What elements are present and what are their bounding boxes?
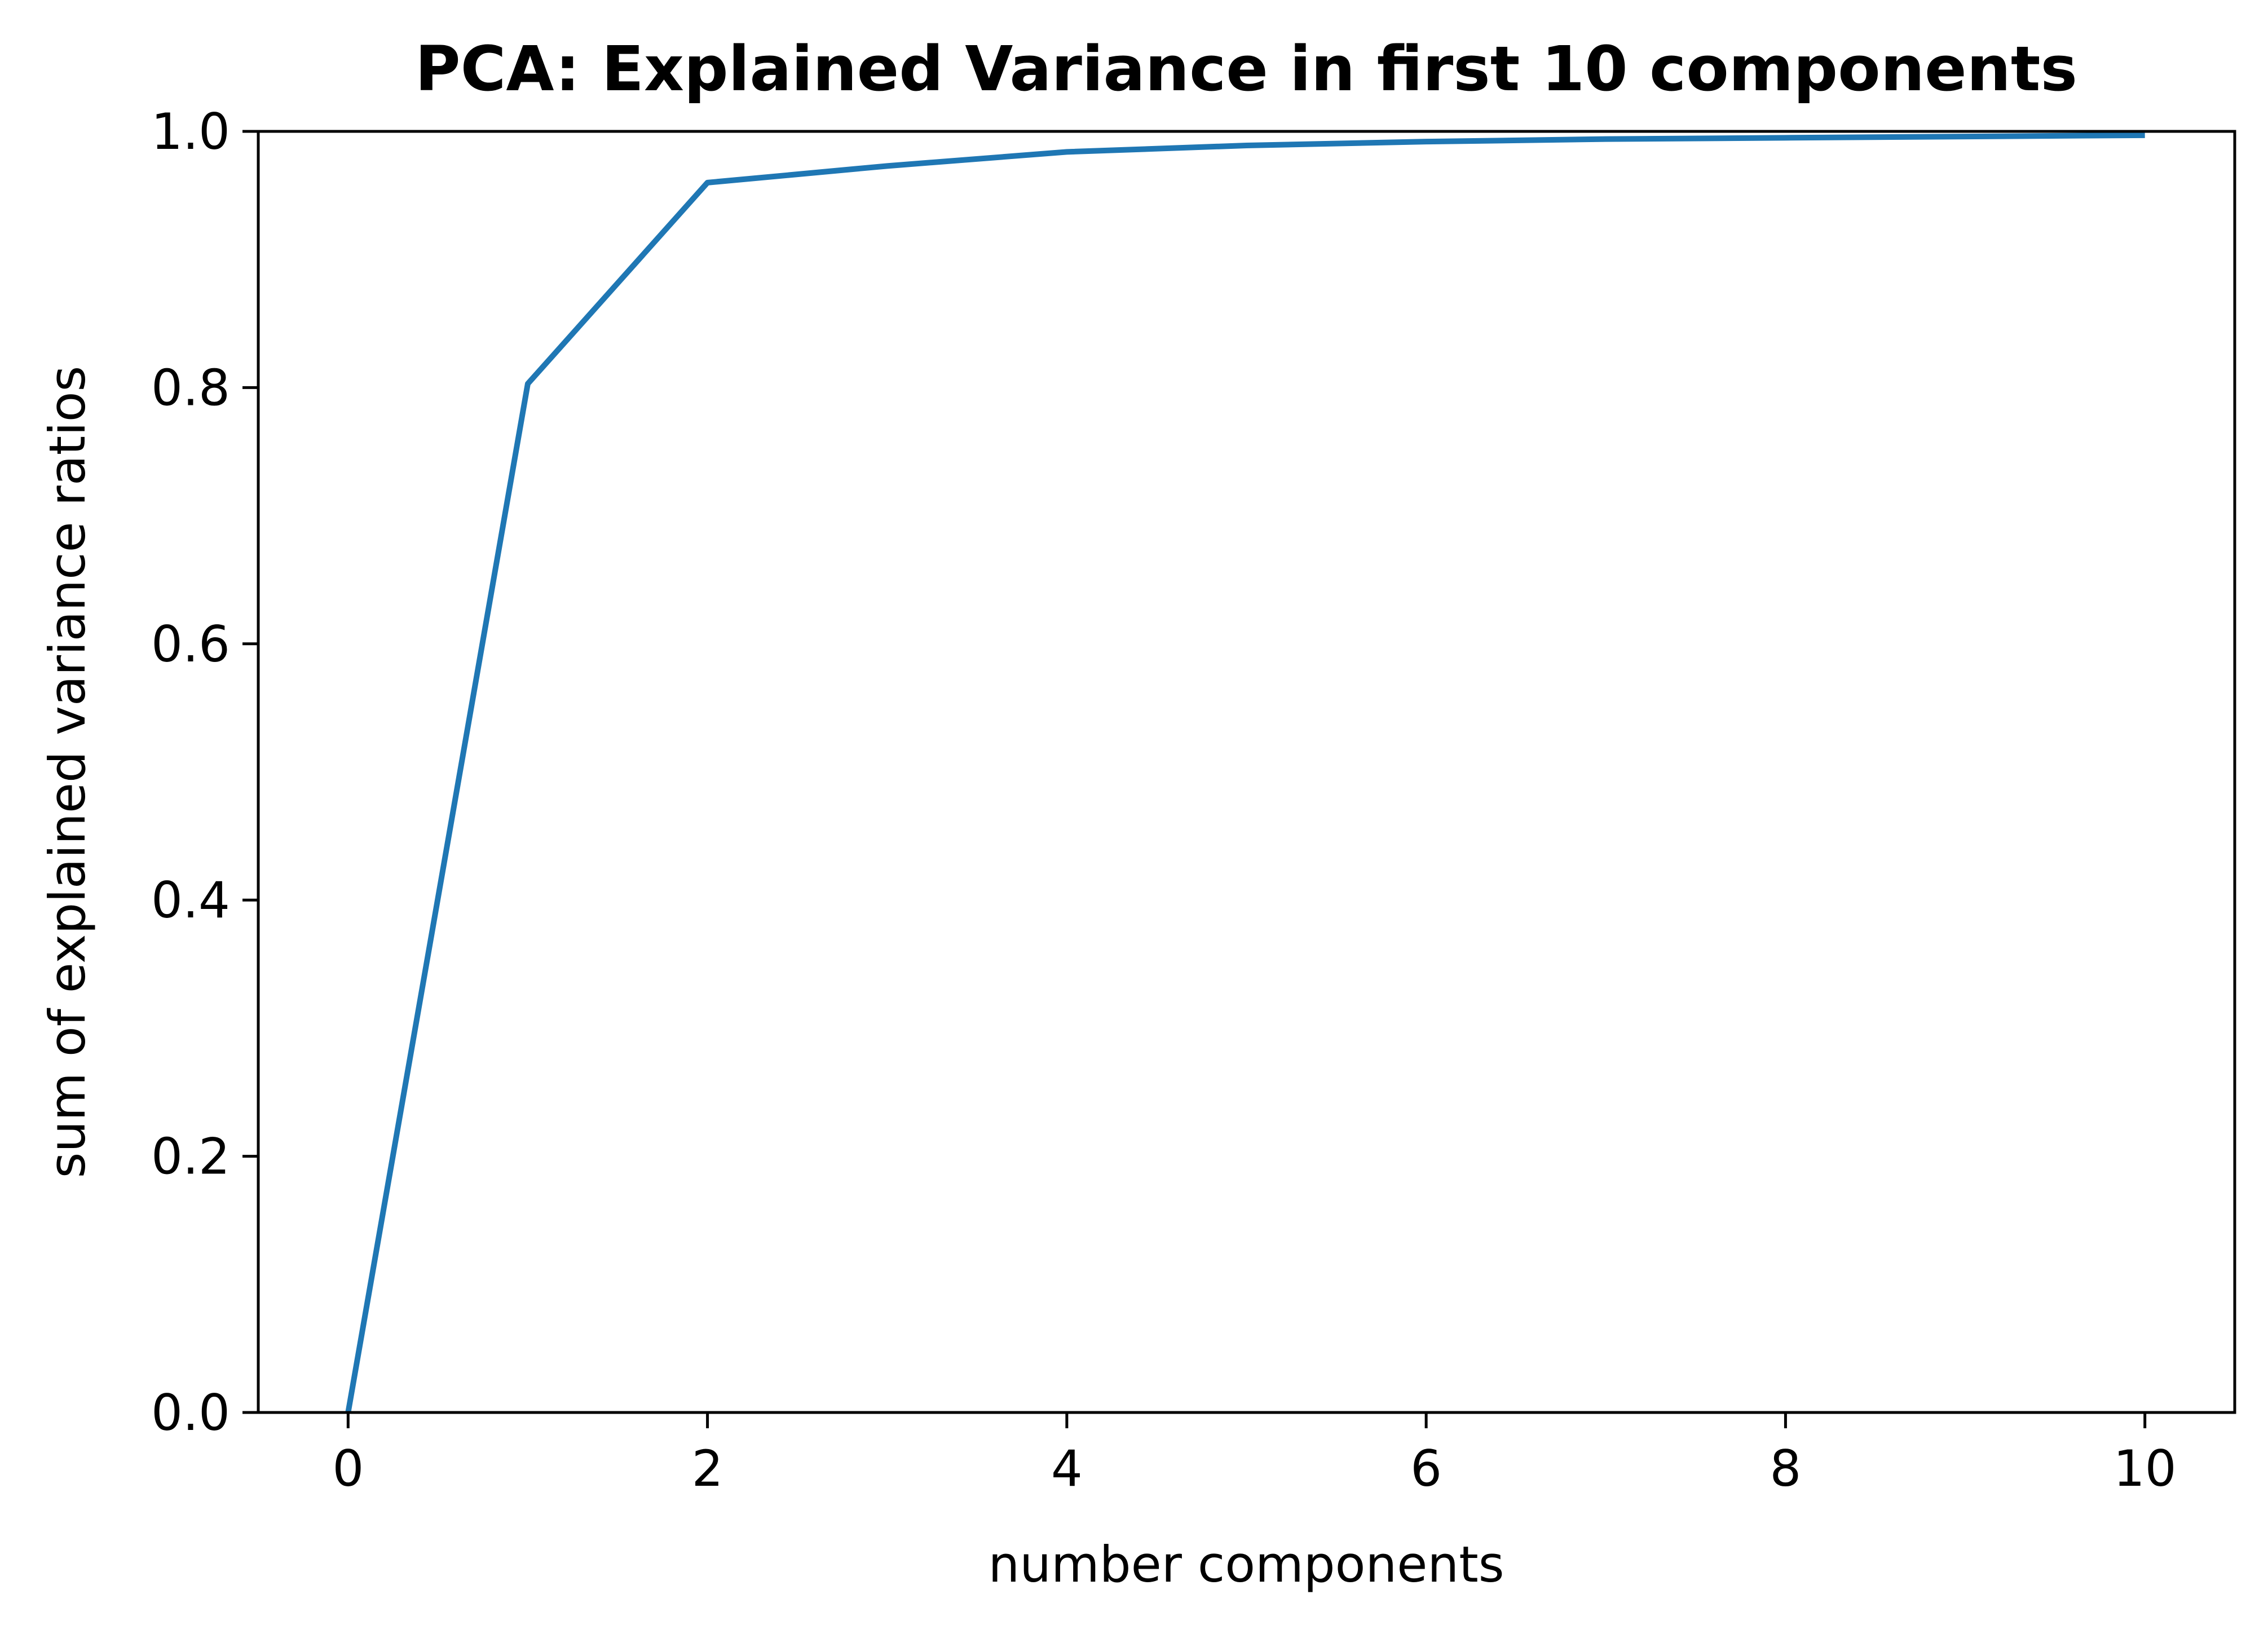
y-tick-label: 0.2 — [151, 1128, 230, 1186]
x-tick-label: 4 — [1051, 1440, 1083, 1498]
series-layer — [345, 132, 2145, 1413]
x-tick-label: 0 — [332, 1440, 364, 1498]
series-line — [345, 132, 2145, 1413]
x-tick-label: 2 — [692, 1440, 723, 1498]
x-tick-label: 10 — [2113, 1440, 2177, 1498]
plot-area — [257, 130, 2236, 1414]
x-tick-label: 6 — [1410, 1440, 1442, 1498]
axes-frame — [257, 130, 2236, 1414]
y-tick-label: 0.0 — [151, 1384, 230, 1442]
x-tick-label: 8 — [1770, 1440, 1801, 1498]
y-tick-label: 0.8 — [151, 359, 230, 417]
y-tick-label: 0.4 — [151, 871, 230, 929]
y-tick-label: 0.6 — [151, 615, 230, 673]
x-axis: 0 2 4 6 8 10 — [332, 1412, 2177, 1498]
x-axis-label: number components — [988, 1535, 1504, 1593]
y-tick-label: 1.0 — [151, 103, 230, 161]
chart-title: PCA: Explained Variance in first 10 comp… — [415, 33, 2077, 105]
y-axis-label: sum of explained variance ratios — [38, 366, 96, 1178]
y-axis: 0.0 0.2 0.4 0.6 0.8 1.0 — [151, 103, 258, 1442]
